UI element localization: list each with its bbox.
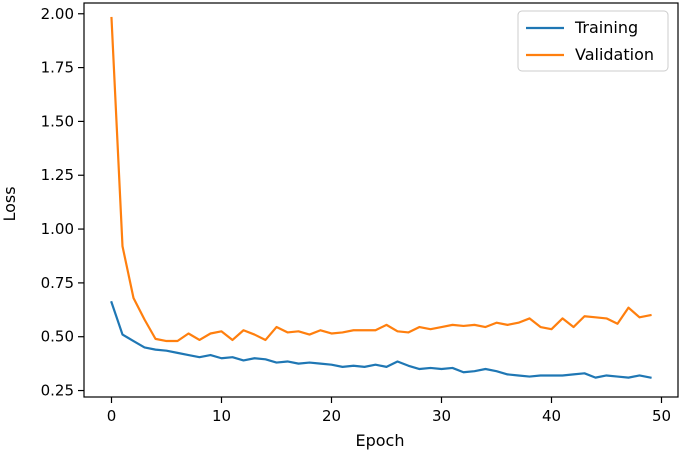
x-tick-label: 50 [652,407,671,425]
y-tick-label: 1.00 [41,220,74,238]
series-layer [110,16,652,379]
x-tick-label: 20 [322,407,341,425]
y-tick-label: 1.75 [41,59,74,77]
y-tick-label: 1.50 [41,112,74,130]
x-tick-label: 30 [432,407,451,425]
plot-frame [83,2,679,398]
x-tick-label: 0 [107,407,117,425]
x-tick-label: 10 [212,407,231,425]
x-tick-label: 40 [542,407,561,425]
legend-label-validation: Validation [575,45,654,64]
series-line-training [110,300,652,379]
y-tick-label: 2.00 [41,5,74,23]
y-tick-label: 0.75 [41,274,74,292]
y-tick-label: 0.25 [41,382,74,400]
y-tick-label: 1.25 [41,166,74,184]
legend: Training Validation [517,10,669,72]
series-line-validation [110,16,652,343]
y-axis-title: Loss [0,186,19,221]
axes-layer: 0 10 20 30 40 50 0.25 0.50 0.75 1.00 1.25 1.50 1.75 2… [41,2,679,425]
y-tick-label: 0.50 [41,328,74,346]
x-axis-title: Epoch [356,431,405,450]
legend-label-training: Training [574,18,638,37]
